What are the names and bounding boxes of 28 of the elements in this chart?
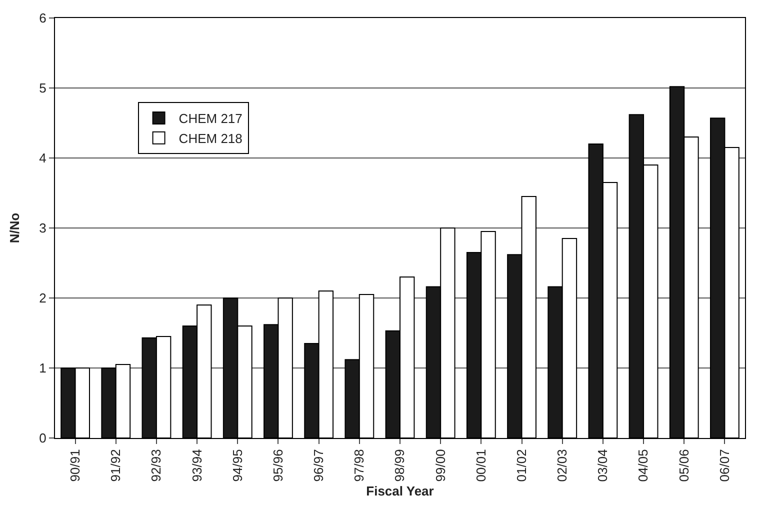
x-tick-label: 95/96 (270, 449, 286, 482)
x-tick-label: 97/98 (352, 449, 367, 482)
y-tick-label: 3 (39, 220, 46, 236)
x-tick-label: 02/03 (554, 449, 570, 482)
x-tick-label: 91/92 (108, 449, 124, 482)
legend-label: CHEM 218 (178, 130, 242, 146)
x-tick-label: 93/94 (189, 449, 204, 482)
x-tick-label: 92/93 (148, 449, 164, 482)
x-tick-label: 04/05 (636, 449, 651, 482)
legend-label: CHEM 217 (178, 111, 242, 126)
x-tick-label: 99/00 (432, 449, 448, 482)
y-tick-label: 4 (39, 150, 46, 166)
x-tick-label: 06/07 (716, 449, 732, 482)
y-tick-label: 6 (39, 10, 46, 26)
x-axis-title: Fiscal Year (366, 484, 434, 499)
x-tick-label: 96/97 (311, 449, 326, 482)
y-tick-label: 5 (39, 80, 46, 96)
y-axis-title: N/No (7, 212, 22, 244)
x-tick-label: 00/01 (473, 449, 488, 482)
y-tick-label: 0 (39, 430, 46, 446)
x-tick-label: 03/04 (595, 449, 610, 482)
y-tick-label: 1 (39, 360, 46, 376)
x-tick-label: 98/99 (392, 449, 408, 482)
x-tick-label: 94/95 (230, 449, 245, 482)
x-tick-label: 90/91 (68, 449, 83, 482)
x-tick-label: 01/02 (514, 449, 529, 482)
y-tick-label: 2 (39, 290, 46, 306)
x-tick-label: 05/06 (676, 449, 692, 482)
